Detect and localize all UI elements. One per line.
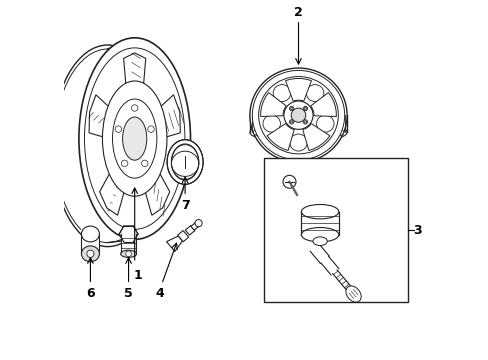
Ellipse shape [81, 246, 99, 262]
Ellipse shape [81, 226, 99, 242]
Polygon shape [166, 236, 182, 252]
Circle shape [147, 126, 154, 132]
Circle shape [303, 120, 307, 124]
Circle shape [141, 160, 148, 167]
Circle shape [125, 251, 131, 257]
Circle shape [121, 160, 127, 167]
Bar [264, 158, 407, 302]
Ellipse shape [284, 101, 312, 129]
Ellipse shape [289, 134, 306, 151]
Polygon shape [190, 222, 199, 230]
Polygon shape [185, 225, 195, 235]
Bar [81, 226, 99, 254]
Ellipse shape [316, 115, 333, 132]
Polygon shape [148, 95, 180, 141]
Polygon shape [266, 123, 294, 150]
Bar [121, 234, 136, 254]
Polygon shape [302, 123, 329, 150]
Ellipse shape [312, 237, 326, 246]
Ellipse shape [121, 250, 136, 257]
Ellipse shape [84, 48, 184, 229]
Ellipse shape [258, 77, 338, 154]
Ellipse shape [253, 123, 343, 141]
Ellipse shape [79, 38, 190, 239]
Polygon shape [332, 270, 352, 292]
Polygon shape [119, 226, 138, 242]
Circle shape [303, 106, 307, 111]
Polygon shape [320, 257, 338, 275]
Circle shape [87, 250, 94, 257]
Polygon shape [100, 156, 130, 215]
Ellipse shape [122, 117, 146, 160]
Ellipse shape [301, 204, 338, 219]
Bar [301, 212, 338, 235]
Ellipse shape [291, 108, 305, 122]
Ellipse shape [171, 151, 199, 176]
Ellipse shape [252, 71, 344, 160]
Polygon shape [285, 78, 311, 101]
Circle shape [290, 107, 292, 110]
Ellipse shape [301, 228, 338, 242]
Circle shape [283, 175, 295, 188]
Ellipse shape [345, 286, 361, 302]
Polygon shape [177, 230, 188, 242]
Circle shape [289, 106, 293, 111]
Ellipse shape [249, 68, 346, 162]
Ellipse shape [52, 45, 163, 247]
Polygon shape [139, 156, 169, 215]
Ellipse shape [112, 99, 157, 178]
Text: 2: 2 [293, 6, 302, 19]
Text: 1: 1 [134, 269, 142, 282]
Text: 5: 5 [124, 287, 133, 300]
Ellipse shape [263, 115, 280, 132]
Polygon shape [123, 53, 145, 109]
Circle shape [304, 121, 306, 123]
Ellipse shape [54, 49, 161, 243]
Ellipse shape [273, 85, 290, 102]
Ellipse shape [249, 122, 346, 143]
Text: 3: 3 [412, 224, 421, 237]
Polygon shape [89, 95, 121, 141]
Polygon shape [310, 244, 328, 264]
Circle shape [304, 107, 306, 110]
Circle shape [289, 120, 293, 124]
Ellipse shape [167, 140, 203, 184]
Polygon shape [260, 93, 285, 117]
Ellipse shape [171, 144, 199, 180]
Circle shape [115, 126, 122, 132]
Text: 4: 4 [155, 287, 164, 300]
Ellipse shape [102, 81, 166, 196]
Polygon shape [310, 93, 336, 117]
Circle shape [195, 220, 202, 227]
Circle shape [131, 105, 138, 111]
Text: 7: 7 [181, 199, 189, 212]
Circle shape [290, 121, 292, 123]
Text: 6: 6 [86, 287, 95, 300]
Ellipse shape [305, 85, 323, 102]
